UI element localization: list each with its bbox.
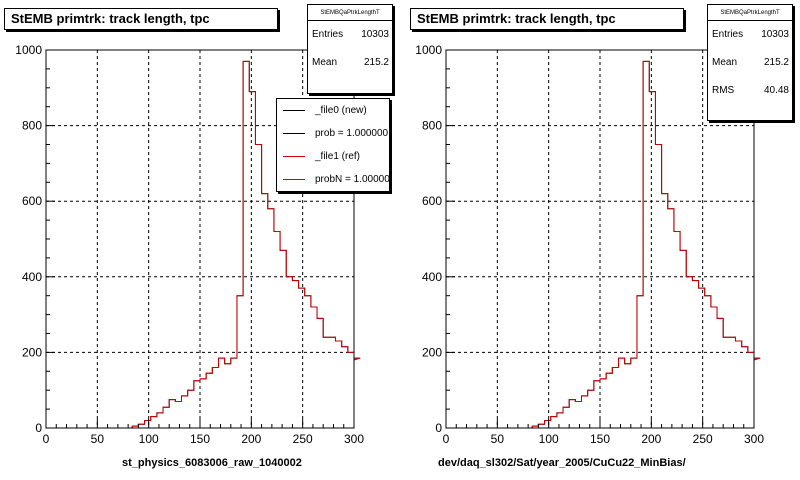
right-stats-mean: Mean 215.2: [708, 49, 792, 77]
left-title: StEMB primtrk: track length, tpc: [4, 8, 278, 30]
left-stats-header: StEMBQaPtrkLengthT: [308, 5, 392, 21]
right-stats-entries-label: Entries: [712, 29, 744, 40]
right-stats-rms-label: RMS: [712, 85, 735, 96]
legend-label-ref: _file1 (ref): [315, 151, 361, 162]
left-stats-box: StEMBQaPtrkLengthT Entries 10303 Mean 21…: [307, 4, 393, 94]
left-x-tick-label: 100: [139, 432, 159, 446]
left-x-tick-label: 250: [293, 432, 313, 446]
legend-label-prob: prob = 1.000000: [315, 128, 389, 139]
right-stats-rms: RMS 40.48: [708, 77, 792, 105]
right-y-tick-label: 600: [422, 194, 442, 208]
left-histogram-ref: [46, 60, 361, 429]
legend-label-new: _file0 (new): [315, 105, 367, 116]
legend-swatch-probn: [283, 179, 305, 180]
right-x-tick-label: 300: [744, 432, 764, 446]
left-y-tick-label: 600: [22, 194, 42, 208]
left-stats-mean-label: Mean: [312, 57, 338, 68]
left-y-tick-label: 0: [35, 421, 42, 435]
right-plot: 0 50 100 150 200 250 300 0 200 400 600 800 1000: [415, 43, 764, 446]
right-histogram-ref: [446, 60, 761, 429]
left-x-tick-label: 50: [91, 432, 105, 446]
left-y-tick-label: 800: [22, 119, 42, 133]
right-y-tick-label: 0: [435, 421, 442, 435]
legend-item-new: _file0 (new): [277, 99, 389, 122]
left-x-tick-label: 200: [241, 432, 261, 446]
right-x-tick-label: 250: [693, 432, 713, 446]
left-plot: 0 50 100 150 200 250 300 0 200 400 600 800 1000: [15, 43, 364, 446]
right-y-tick-label: 1000: [415, 43, 442, 57]
left-y-tick-label: 1000: [15, 43, 42, 57]
right-y-tick-label: 200: [422, 345, 442, 359]
right-title: StEMB primtrk: track length, tpc: [410, 8, 684, 30]
left-stats-entries: Entries 10303: [308, 21, 392, 49]
right-x-tick-label: 150: [590, 432, 610, 446]
right-x-tick-label: 0: [443, 432, 450, 446]
legend-item-prob: prob = 1.000000: [277, 122, 389, 145]
right-y-tick-label: 800: [422, 119, 442, 133]
left-stats-mean: Mean 215.2: [308, 49, 392, 77]
left-stats-entries-label: Entries: [312, 29, 344, 40]
right-x-tick-label: 50: [491, 432, 505, 446]
right-stats-entries: Entries 10303: [708, 21, 792, 49]
right-stats-box: StEMBQaPtrkLengthT Entries 10303 Mean 21…: [707, 4, 793, 121]
left-x-axis-title: st_physics_6083006_raw_1040002: [122, 457, 302, 469]
left-y-tick-label: 400: [22, 270, 42, 284]
left-y-tick-label: 200: [22, 345, 42, 359]
legend-item-ref: _file1 (ref): [277, 145, 389, 168]
right-stats-header: StEMBQaPtrkLengthT: [708, 5, 792, 21]
right-x-tick-label: 200: [641, 432, 661, 446]
right-stats-mean-label: Mean: [712, 57, 738, 68]
right-stats-mean-value: 215.2: [763, 57, 789, 68]
right-x-tick-label: 100: [539, 432, 559, 446]
right-x-axis-title: dev/daq_sl302/Sat/year_2005/CuCu22_MinBi…: [438, 457, 686, 469]
left-stats-mean-value: 215.2: [363, 57, 389, 68]
left-x-tick-label: 150: [190, 432, 210, 446]
right-stats-rms-value: 40.48: [763, 85, 789, 96]
legend-swatch-prob: [283, 133, 305, 134]
right-y-tick-label: 400: [422, 270, 442, 284]
left-stats-entries-value: 10303: [361, 29, 389, 40]
legend-label-probn: probN = 1.000000: [315, 174, 390, 185]
left-x-tick-label: 0: [43, 432, 50, 446]
legend-swatch-new: [283, 110, 305, 111]
left-legend: _file0 (new) prob = 1.000000 _file1 (ref…: [276, 98, 390, 192]
right-stats-entries-value: 10303: [761, 29, 789, 40]
legend-item-probn: probN = 1.000000: [277, 168, 389, 191]
legend-swatch-ref: [283, 156, 305, 157]
left-x-tick-label: 300: [344, 432, 364, 446]
